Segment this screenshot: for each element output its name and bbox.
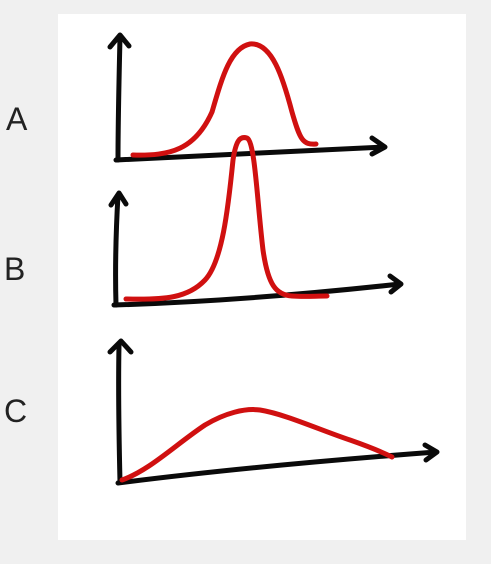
graph-b	[108, 135, 404, 308]
graph-c	[107, 338, 440, 486]
graph-c-x-axis	[115, 442, 440, 486]
graph-a	[107, 32, 388, 163]
graph-c-curve	[119, 407, 395, 483]
graph-a-curve	[130, 41, 319, 158]
graph-a-x-axis	[113, 135, 388, 163]
graph-b-curve	[123, 135, 330, 302]
graph-b-y-axis	[108, 190, 129, 308]
graph-b-x-axis	[111, 273, 404, 308]
graph-label-b: B	[4, 251, 26, 287]
graph-c-y-axis	[107, 338, 134, 485]
graph-label-a: A	[6, 101, 28, 137]
graph-label-c: C	[4, 393, 28, 429]
drawing-panel	[58, 14, 466, 540]
graph-a-y-axis	[107, 32, 132, 163]
